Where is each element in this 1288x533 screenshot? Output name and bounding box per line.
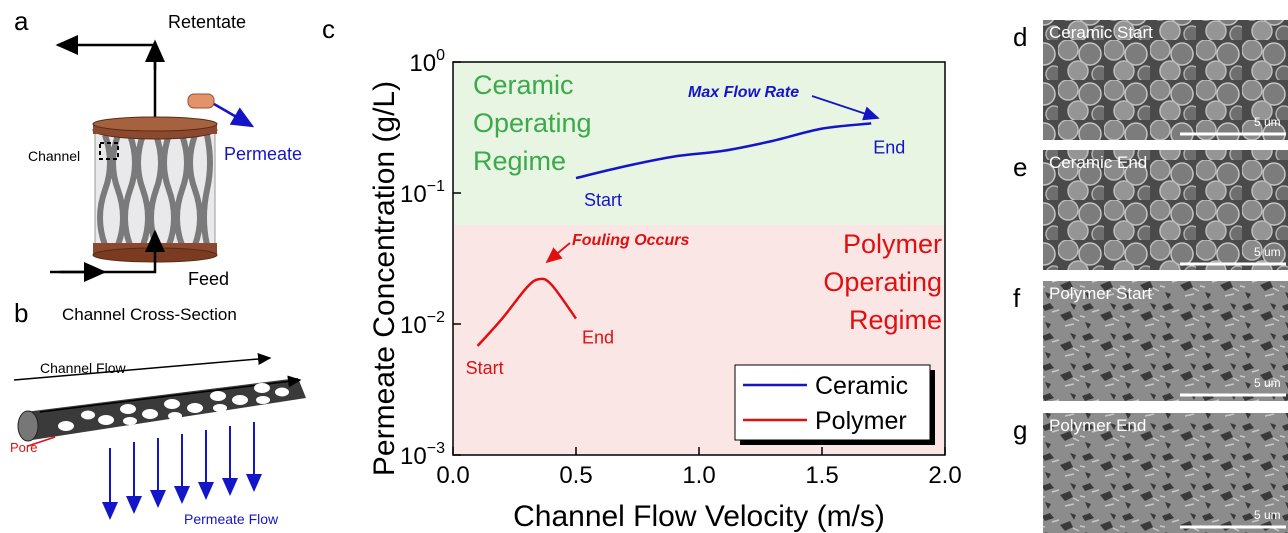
legend-label: Ceramic xyxy=(815,372,908,400)
tube-body xyxy=(25,378,306,440)
panel-title: Channel Cross-Section xyxy=(62,305,237,324)
y-tick-label: 10−1 xyxy=(400,178,445,208)
micrograph-caption: Ceramic Start xyxy=(1049,23,1153,42)
data-line xyxy=(575,122,872,180)
annotation: Max Flow Rate xyxy=(688,84,799,101)
panel-letter: e xyxy=(1013,152,1027,182)
micrograph-caption: Polymer Start xyxy=(1049,284,1152,303)
channel-label: Channel xyxy=(28,148,80,164)
micrograph xyxy=(1043,413,1288,533)
permeate-port xyxy=(187,93,215,109)
pore-label: Pore xyxy=(10,440,37,455)
retentate-arrow xyxy=(55,35,157,125)
regime-label: Ceramic xyxy=(473,70,574,100)
regime-label: Regime xyxy=(849,305,942,335)
panel-letter: f xyxy=(1013,283,1021,313)
channel-flow-label: Channel Flow xyxy=(40,360,126,376)
x-axis-label: Channel Flow Velocity (m/s) xyxy=(513,500,885,533)
feed-label: Feed xyxy=(188,269,229,289)
panel-a: a Retentate Permeate Channel Feed xyxy=(14,6,302,289)
module-fibers xyxy=(97,133,213,247)
x-tick-label: 0.0 xyxy=(436,462,469,489)
panel-letter: c xyxy=(322,14,335,44)
panel-letter: b xyxy=(14,298,28,328)
panel-b: b Channel Cross-Section Channel Flow Por… xyxy=(10,298,306,527)
regime-label: Polymer xyxy=(843,229,942,259)
y-tick-label: 10−3 xyxy=(400,440,445,470)
panel-letter: d xyxy=(1013,22,1027,52)
x-tick-label: 2.0 xyxy=(928,462,961,489)
regime-label: Regime xyxy=(473,146,566,176)
micrograph xyxy=(1043,20,1288,140)
legend-label: Polymer xyxy=(815,407,907,435)
regime-label: Operating xyxy=(473,108,592,138)
pore-pointer xyxy=(27,436,56,447)
scale-label: 5 um xyxy=(1254,508,1281,522)
start-label: Start xyxy=(584,190,622,210)
micrograph-caption: Polymer End xyxy=(1049,416,1146,435)
scale-label: 5 um xyxy=(1254,245,1281,259)
retentate-label: Retentate xyxy=(168,12,246,32)
pores xyxy=(58,383,289,431)
x-tick-label: 1.5 xyxy=(805,462,838,489)
data-line xyxy=(476,277,578,347)
panel-c: c Ceramic Operating Regime Polymer Operating… xyxy=(322,14,962,533)
permeate-arrow xyxy=(213,102,255,128)
permeate-label: Permeate xyxy=(224,144,302,164)
y-tick-label: 100 xyxy=(409,47,445,77)
start-label: Start xyxy=(466,358,504,378)
annotation: Fouling Occurs xyxy=(572,232,689,249)
channel-marker xyxy=(99,142,119,160)
x-tick-label: 1.0 xyxy=(682,462,715,489)
y-axis-label: Permeate Concentration (g/L) xyxy=(368,81,401,476)
scale-label: 5 um xyxy=(1254,376,1281,390)
permeate-flow-arrows xyxy=(102,422,262,520)
x-tick-label: 0.5 xyxy=(559,462,592,489)
micrograph xyxy=(1043,150,1288,270)
panel-letter: a xyxy=(14,6,29,36)
permeate-flow-label: Permeate Flow xyxy=(184,511,279,527)
annotation-arrow xyxy=(545,242,571,264)
annotation-arrow xyxy=(811,95,880,121)
legend xyxy=(734,364,931,441)
micrograph xyxy=(1043,281,1288,401)
regime-region xyxy=(453,62,945,225)
channel-flow-arrow xyxy=(13,353,272,381)
end-label: End xyxy=(873,137,905,157)
tube-end xyxy=(17,410,39,442)
module-top-face xyxy=(92,116,218,132)
regime-label: Operating xyxy=(823,267,942,297)
micrographs: d Ceramic Start 5 um e Ceramic End 5 um f Polym… xyxy=(1013,20,1288,533)
micrograph-caption: Ceramic End xyxy=(1049,153,1147,172)
scale-label: 5 um xyxy=(1254,115,1281,129)
panel-letter: g xyxy=(1013,415,1027,445)
end-label: End xyxy=(582,328,614,348)
y-tick-label: 10−2 xyxy=(400,309,445,339)
